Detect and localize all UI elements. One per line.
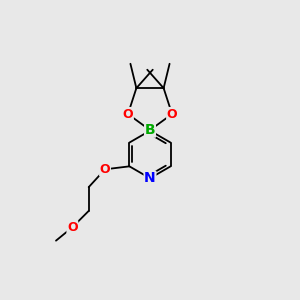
Text: N: N [144, 171, 156, 185]
Text: O: O [167, 108, 177, 121]
Text: O: O [100, 163, 110, 176]
Text: O: O [123, 108, 133, 121]
Text: O: O [67, 221, 78, 234]
Text: B: B [145, 123, 155, 137]
